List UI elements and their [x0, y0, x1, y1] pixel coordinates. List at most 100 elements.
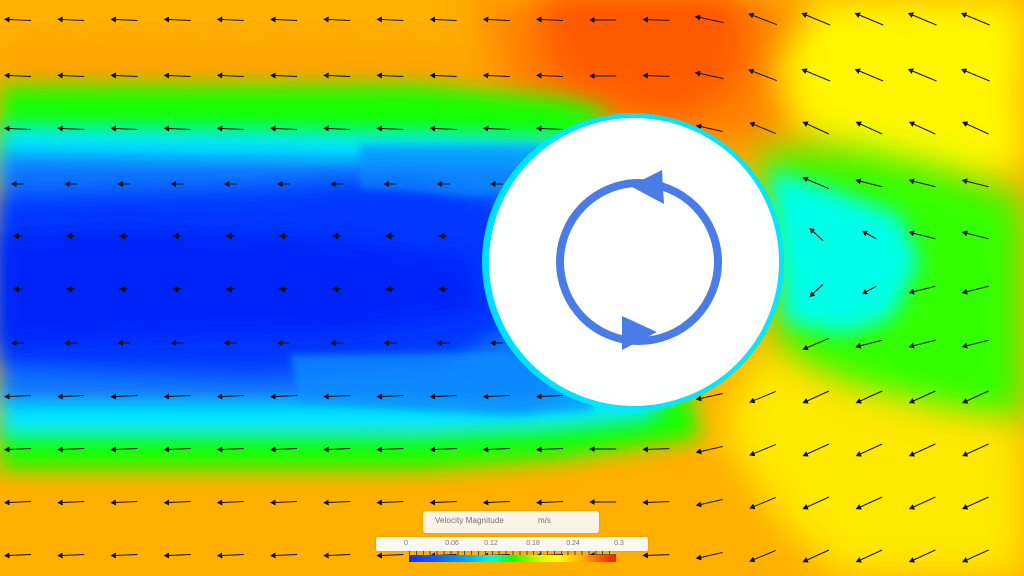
- color-bar-minor-ticks: [409, 551, 616, 555]
- velocity-vector: [908, 285, 936, 295]
- velocity-vector: [376, 125, 404, 132]
- velocity-vector: [110, 393, 138, 400]
- velocity-vector: [536, 125, 564, 132]
- velocity-vector: [802, 443, 830, 457]
- velocity-vector: [855, 390, 883, 404]
- yellow-right: [775, 0, 1024, 185]
- velocity-vector: [854, 68, 884, 82]
- velocity-vector: [960, 12, 990, 26]
- velocity-vector: [376, 499, 404, 506]
- velocity-vector: [482, 72, 510, 79]
- rotation-indicator: [556, 170, 722, 350]
- velocity-vector: [861, 230, 877, 240]
- cylinder-inner-highlight: [491, 120, 777, 404]
- velocity-vector: [642, 446, 670, 453]
- orange-top-right: [470, 0, 800, 150]
- velocity-vector: [163, 446, 191, 453]
- velocity-vector: [323, 72, 351, 79]
- velocity-vector: [960, 68, 990, 82]
- velocity-vector: [110, 446, 138, 453]
- velocity-vector: [748, 68, 777, 82]
- velocity-vector: [908, 443, 936, 457]
- velocity-vector: [642, 552, 670, 559]
- legend-tick-0.3: 0.3: [614, 540, 624, 547]
- velocity-vector: [110, 16, 138, 23]
- velocity-vector: [908, 496, 936, 510]
- velocity-vector: [376, 16, 404, 23]
- velocity-vector: [376, 72, 404, 79]
- velocity-vector: [802, 496, 830, 510]
- legend-title-panel: Velocity Magnitude m/s: [423, 511, 599, 533]
- velocity-vector: [270, 72, 298, 79]
- velocity-vector: [961, 285, 989, 295]
- velocity-vector: [270, 552, 298, 559]
- legend-tick-0: 0: [404, 540, 408, 547]
- velocity-vector: [802, 176, 830, 190]
- velocity-vector: [855, 549, 883, 563]
- velocity-vector: [216, 393, 244, 400]
- velocity-vector: [962, 443, 989, 457]
- velocity-vector: [855, 121, 883, 135]
- velocity-vector: [908, 549, 936, 563]
- velocity-vector: [695, 446, 723, 455]
- velocity-vector: [802, 121, 830, 135]
- velocity-vector: [376, 393, 404, 400]
- velocity-vector: [216, 446, 244, 453]
- cylinder[interactable]: [489, 118, 779, 406]
- velocity-vector: [482, 499, 510, 506]
- velocity-vector: [749, 443, 776, 457]
- velocity-vector: [4, 552, 32, 559]
- velocity-vector: [216, 499, 244, 506]
- velocity-vector: [57, 393, 85, 400]
- velocity-vector: [536, 499, 564, 506]
- velocity-vector: [907, 68, 937, 82]
- velocity-vector: [536, 72, 564, 79]
- velocity-vector: [907, 12, 937, 26]
- velocity-vector: [908, 121, 936, 135]
- left-blue-core: [0, 228, 480, 345]
- velocity-vector: [855, 339, 883, 349]
- velocity-vector: [642, 16, 670, 23]
- velocity-vector: [57, 125, 85, 132]
- velocity-vector: [482, 16, 510, 23]
- legend-tick-0.18: 0.18: [526, 540, 540, 547]
- velocity-vector: [962, 496, 989, 510]
- velocity-vector: [110, 499, 138, 506]
- velocity-vector: [4, 499, 32, 506]
- velocity-vector: [163, 393, 191, 400]
- velocity-vector: [908, 339, 936, 349]
- velocity-vector: [4, 72, 32, 79]
- velocity-vector: [961, 339, 989, 349]
- velocity-vector: [270, 446, 298, 453]
- velocity-vector: [57, 499, 85, 506]
- cyan-right-wake: [770, 170, 920, 335]
- velocity-vectors: [4, 12, 990, 563]
- velocity-vector: [962, 549, 989, 563]
- legend-tick-0.24: 0.24: [566, 540, 580, 547]
- velocity-vector: [908, 178, 936, 188]
- velocity-vector: [749, 549, 776, 563]
- legend-tick-0.12: 0.12: [484, 540, 498, 547]
- rotation-arrow-bottom-icon: [622, 316, 657, 350]
- velocity-vector: [694, 14, 724, 23]
- velocity-vector: [323, 499, 351, 506]
- velocity-vector: [962, 390, 989, 404]
- velocity-vector: [429, 72, 457, 79]
- velocity-vector: [749, 121, 776, 135]
- velocity-vector: [962, 121, 989, 135]
- velocity-vector: [110, 72, 138, 79]
- velocity-vector: [216, 72, 244, 79]
- velocity-vector: [748, 12, 777, 26]
- velocity-vector: [323, 552, 351, 559]
- velocity-vector: [57, 446, 85, 453]
- velocity-vector: [57, 16, 85, 23]
- velocity-vector: [429, 16, 457, 23]
- velocity-vector: [270, 16, 298, 23]
- velocity-vector: [695, 393, 723, 402]
- velocity-vector: [270, 125, 298, 132]
- velocity-vector: [216, 16, 244, 23]
- velocity-vector: [908, 390, 936, 404]
- velocity-vector: [695, 123, 723, 132]
